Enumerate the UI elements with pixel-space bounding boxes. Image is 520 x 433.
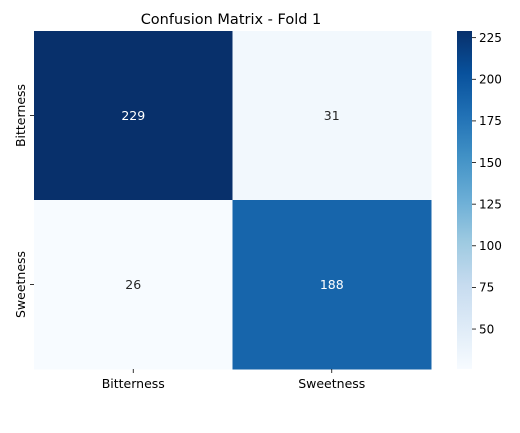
cell-value-label: 31 xyxy=(324,108,340,123)
colorbar-ticks: 50 75 100 125 150 175 200 225 xyxy=(472,31,502,336)
colorbar-tick-label: 50 xyxy=(479,322,494,336)
colorbar xyxy=(457,31,472,369)
y-axis-ticks: Bitterness Sweetness xyxy=(13,84,34,318)
heatmap-cell xyxy=(34,200,233,370)
heatmap-cells xyxy=(34,31,432,370)
colorbar-tick-label: 175 xyxy=(479,114,502,128)
cell-value-label: 229 xyxy=(121,108,145,123)
cell-value-label: 26 xyxy=(125,277,141,292)
colorbar-tick-label: 75 xyxy=(479,281,494,295)
y-tick-label: Bitterness xyxy=(13,84,28,147)
cell-annotations: 229 31 26 188 xyxy=(121,108,343,292)
heatmap-cell xyxy=(34,31,233,201)
x-tick-label: Bitterness xyxy=(102,376,165,391)
colorbar-tick-label: 100 xyxy=(479,239,502,253)
colorbar-tick-label: 200 xyxy=(479,73,502,87)
x-axis-ticks: Bitterness Sweetness xyxy=(102,369,365,391)
cell-value-label: 188 xyxy=(320,277,344,292)
x-tick-label: Sweetness xyxy=(298,376,365,391)
colorbar-tick-label: 125 xyxy=(479,197,502,211)
heatmap-cell xyxy=(232,31,432,201)
heatmap-cell xyxy=(232,200,432,370)
colorbar-tick-label: 150 xyxy=(479,156,502,170)
colorbar-tick-label: 225 xyxy=(479,31,502,45)
y-tick-label: Sweetness xyxy=(13,251,28,318)
chart-title: Confusion Matrix - Fold 1 xyxy=(141,12,322,28)
